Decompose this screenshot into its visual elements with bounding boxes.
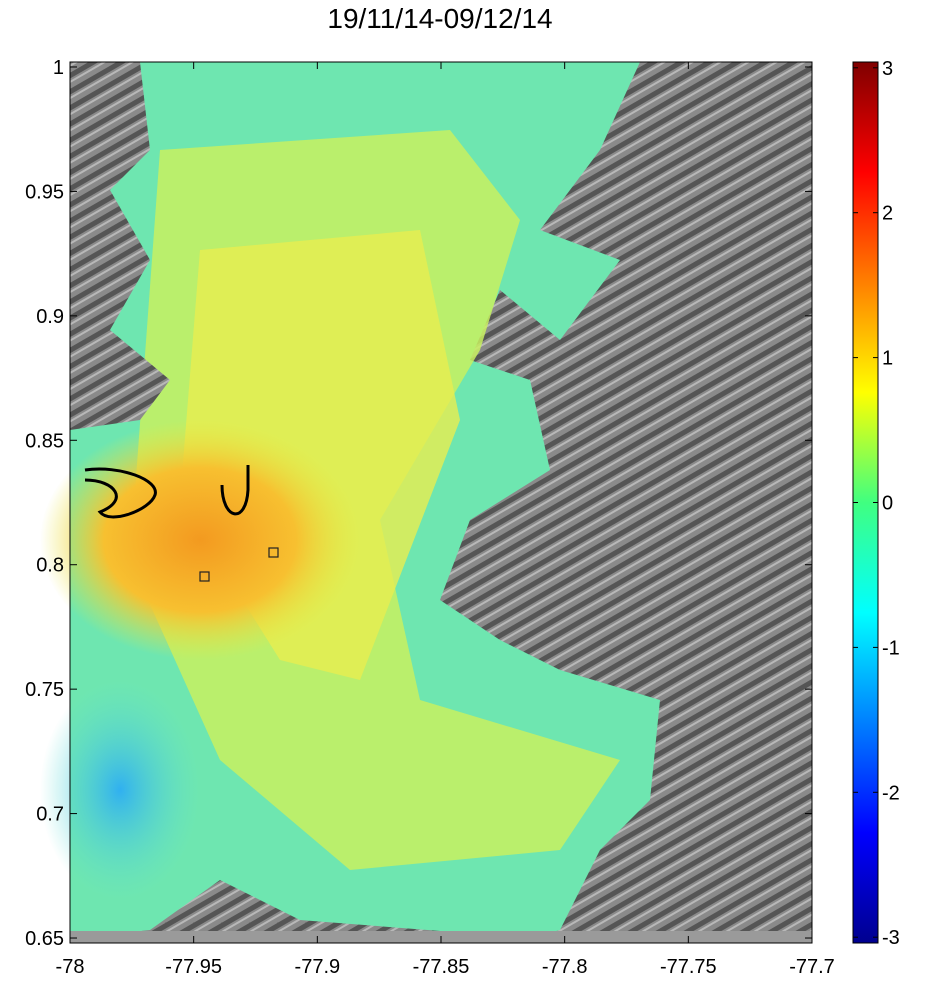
y-tick-label: 0.95	[25, 181, 64, 203]
colorbar-tick-label: 0	[882, 493, 893, 515]
y-tick-label: 0.8	[36, 555, 64, 577]
y-tick-label: 0.75	[25, 679, 64, 701]
colorbar-tick-label: 2	[882, 203, 893, 225]
x-tick-label: -77.95	[165, 956, 222, 978]
y-tick-label: 0.7	[36, 804, 64, 826]
y-tick-label: 0.9	[36, 306, 64, 328]
x-tick-label: -77.8	[542, 956, 588, 978]
map-image	[40, 62, 812, 943]
colorbar-tick-label: 1	[882, 348, 893, 370]
colorbar-tick-label: -3	[882, 927, 900, 949]
y-tick-label: 0.65	[25, 928, 64, 950]
y-tick-label: 0.85	[25, 430, 64, 452]
x-tick-label: -77.9	[295, 956, 341, 978]
x-tick-label: -77.85	[413, 956, 470, 978]
x-tick-label: -78	[56, 956, 85, 978]
chart-title: 19/11/14-09/12/14	[327, 3, 552, 34]
colorbar-tick-label: -1	[882, 637, 900, 659]
colorbar-tick-label: 3	[882, 58, 893, 80]
x-tick-label: -77.7	[789, 956, 835, 978]
x-tick-label: -77.75	[660, 956, 717, 978]
colorbar-tick-label: -2	[882, 782, 900, 804]
y-tick-label: 1	[53, 57, 64, 79]
